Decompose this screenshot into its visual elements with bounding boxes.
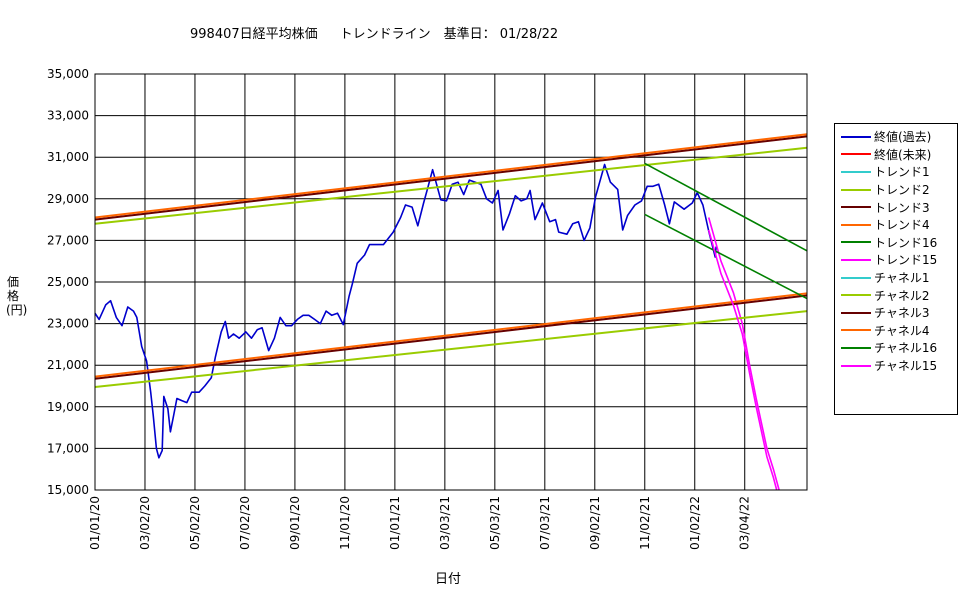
legend-label: チャネル3	[874, 306, 930, 321]
y-tick-label: 17,000	[47, 441, 89, 455]
x-tick-label: 05/03/21	[488, 496, 502, 550]
legend-item: チャネル2	[841, 286, 957, 304]
y-tick-label: 29,000	[47, 192, 89, 206]
legend-label: トレンド3	[874, 200, 930, 215]
x-tick-label: 03/02/20	[138, 496, 152, 550]
legend-swatch	[841, 135, 871, 138]
legend-label: チャネル15	[874, 359, 938, 374]
legend-swatch	[841, 206, 871, 209]
series-line	[94, 292, 808, 378]
legend-item: チャネル16	[841, 339, 957, 357]
legend-label: 終値(未来)	[874, 147, 932, 162]
legend-label: 終値(過去)	[874, 130, 932, 145]
legend-swatch	[841, 329, 871, 332]
chart-title: 998407日経平均株価 トレンドライン 基準日： 01/28/22	[190, 23, 558, 42]
legend-swatch	[841, 223, 871, 226]
x-tick-label: 03/04/22	[738, 496, 752, 550]
legend-swatch	[841, 241, 871, 244]
legend-swatch	[841, 346, 871, 349]
series-line	[94, 294, 808, 380]
x-tick-label: 07/03/21	[538, 496, 552, 550]
x-tick-label: 01/02/22	[688, 496, 702, 550]
y-tick-label: 25,000	[47, 275, 89, 289]
legend-item: チャネル3	[841, 304, 957, 322]
series-line	[94, 163, 717, 459]
series-line	[644, 162, 808, 252]
series-line	[644, 213, 808, 300]
legend-swatch	[841, 258, 871, 261]
x-tick-label: 05/02/20	[188, 496, 202, 550]
legend-swatch	[841, 364, 871, 367]
x-tick-label: 01/01/21	[388, 496, 402, 550]
series-line	[94, 135, 808, 221]
grid-lines	[94, 73, 807, 491]
legend-label: チャネル4	[874, 323, 930, 338]
y-tick-label: 35,000	[47, 67, 89, 81]
legend-item: トレンド1	[841, 163, 957, 181]
legend-swatch	[841, 188, 871, 191]
x-tick-label: 09/02/21	[588, 496, 602, 550]
legend-item: チャネル15	[841, 357, 957, 375]
x-tick-label: 01/01/20	[88, 496, 102, 550]
chart-title-prefix: 998407日経平均株価	[190, 27, 318, 42]
legend-item: トレンド4	[841, 216, 957, 234]
series-line	[707, 229, 778, 491]
legend-label: チャネル16	[874, 341, 938, 356]
legend-item: チャネル4	[841, 322, 957, 340]
x-tick-label: 03/03/21	[438, 496, 452, 550]
legend-swatch	[841, 294, 871, 297]
legend-swatch	[841, 311, 871, 314]
legend-label: チャネル1	[874, 271, 930, 286]
series-line	[94, 310, 808, 388]
y-tick-label: 19,000	[47, 400, 89, 414]
y-tick-label: 33,000	[47, 109, 89, 123]
series-line	[94, 133, 808, 219]
legend-swatch	[841, 170, 871, 173]
y-tick-label: 23,000	[47, 317, 89, 331]
y-tick-label: 15,000	[47, 483, 89, 497]
legend-label: トレンド15	[874, 253, 938, 268]
x-axis: 01/01/20 03/02/20 05/02/20 07/02/20 09/01/20…	[88, 496, 752, 550]
y-axis: 15,000 17,000 19,000 21,000 23,000 25,000 27,0…	[47, 67, 89, 497]
legend-label: チャネル2	[874, 288, 930, 303]
legend-label: トレンド16	[874, 235, 938, 250]
legend-label: トレンド4	[874, 218, 930, 233]
plot-frame	[94, 73, 808, 491]
x-tick-label: 11/01/20	[338, 496, 352, 550]
chart-series	[94, 133, 808, 491]
legend-swatch	[841, 276, 871, 279]
legend-label: トレンド1	[874, 165, 930, 180]
x-tick-label: 07/02/20	[238, 496, 252, 550]
y-tick-label: 31,000	[47, 150, 89, 164]
legend-swatch	[841, 153, 871, 156]
legend-item: トレンド3	[841, 198, 957, 216]
x-tick-label: 09/01/20	[288, 496, 302, 550]
series-line	[94, 146, 808, 225]
x-axis-label: 日付	[435, 572, 462, 587]
y-axis-label: 価格(円)	[6, 275, 28, 317]
legend-item: 終値(過去)	[841, 128, 957, 146]
series-line	[707, 217, 780, 491]
y-tick-label: 27,000	[47, 233, 89, 247]
legend-item: チャネル1	[841, 269, 957, 287]
legend-item: トレンド16	[841, 234, 957, 252]
legend-label: トレンド2	[874, 183, 930, 198]
legend-item: 終値(未来)	[841, 146, 957, 164]
y-tick-label: 21,000	[47, 358, 89, 372]
chart-title-suffix: トレンドライン 基準日： 01/28/22	[339, 27, 559, 42]
x-tick-label: 11/02/21	[638, 496, 652, 550]
chart-legend: 終値(過去) 終値(未来) トレンド1 トレンド2 トレンド3 トレンド4 トレンド16 トレ…	[834, 123, 958, 415]
legend-item: トレンド2	[841, 181, 957, 199]
legend-item: トレンド15	[841, 251, 957, 269]
